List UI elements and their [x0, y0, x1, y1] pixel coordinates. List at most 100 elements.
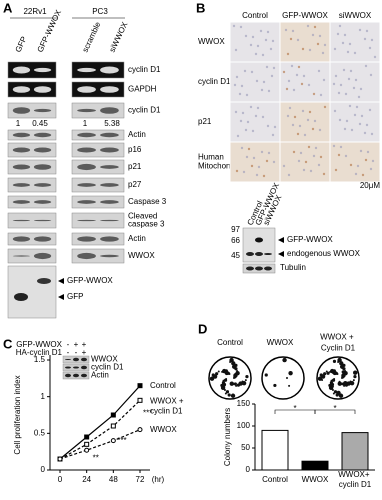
cell: [256, 106, 260, 110]
cell: [239, 25, 243, 29]
x-axis-label: (hr): [152, 475, 165, 484]
cell: [297, 65, 301, 69]
cell: [244, 128, 248, 132]
blot: [7, 177, 57, 193]
y-tick-label: 1: [41, 392, 46, 401]
y-tick-label: 0: [246, 465, 251, 474]
band: [65, 373, 71, 378]
cell: [342, 68, 346, 72]
y-axis-label: Colony numbers: [223, 408, 232, 466]
cell: [270, 74, 274, 78]
cell: [314, 146, 318, 150]
band: [100, 236, 119, 242]
band: [100, 254, 119, 258]
bar: [261, 429, 289, 471]
colony: [349, 380, 352, 383]
band: [12, 255, 31, 257]
inset-sign: +: [74, 340, 79, 349]
cell: [358, 28, 362, 32]
cell: [234, 110, 238, 114]
arrow: [278, 251, 284, 257]
cell: [239, 119, 243, 123]
y-axis-label: Cell proliferation index: [13, 375, 22, 454]
colony: [353, 370, 358, 375]
cell: [338, 118, 342, 122]
cell: [319, 93, 323, 97]
cell: [349, 163, 353, 167]
band: [81, 365, 87, 370]
cell: [353, 113, 357, 117]
point: [84, 447, 90, 453]
cell: [363, 37, 367, 41]
blot: [7, 195, 57, 209]
band: [37, 278, 51, 284]
dish: [261, 356, 305, 400]
band: [12, 183, 31, 187]
cell: [319, 155, 323, 159]
colony: [221, 370, 224, 373]
cell: [233, 83, 237, 87]
band: [73, 373, 79, 378]
cell: [240, 84, 244, 88]
colony: [332, 392, 335, 395]
point: [57, 456, 63, 462]
x-tick-label: 72: [136, 475, 145, 484]
band: [77, 147, 96, 153]
colony: [331, 378, 336, 382]
cell: [282, 70, 286, 74]
cell: [293, 115, 297, 119]
blot: [71, 177, 125, 193]
cell: [306, 118, 310, 122]
cell: [345, 119, 349, 123]
band: [12, 219, 31, 222]
cell: [286, 114, 290, 118]
row-label: cyclin D1: [198, 77, 231, 86]
colony: [331, 388, 334, 391]
y-tick-label: 0.5: [34, 428, 46, 437]
band: [77, 163, 96, 171]
cell: [256, 44, 260, 48]
cell: [301, 109, 305, 113]
colony: [323, 372, 327, 376]
series-label: WWOX: [150, 425, 177, 434]
lane-label: scramble: [81, 20, 103, 54]
inset-blot-label: cyclin D1: [91, 363, 124, 372]
cell: [332, 82, 336, 86]
cell: [250, 70, 254, 74]
cell: [359, 87, 363, 91]
cell: [316, 42, 320, 46]
colony: [225, 390, 230, 394]
colony: [341, 370, 345, 374]
cell: [318, 34, 322, 38]
colony: [209, 376, 215, 381]
significance: *: [293, 404, 296, 413]
colony: [343, 381, 348, 386]
cell: [334, 168, 338, 172]
band: [12, 236, 31, 242]
blot: [7, 232, 57, 246]
cell: [287, 173, 291, 177]
colony: [264, 373, 268, 377]
band: [33, 200, 52, 204]
cell: [265, 159, 269, 163]
cell: [311, 33, 315, 37]
row-label: p21: [198, 117, 212, 126]
point: [137, 427, 143, 433]
band: [77, 252, 96, 260]
group-label: WWOX: [267, 338, 294, 347]
y-tick-label: 100: [237, 421, 251, 430]
blot: [71, 232, 125, 246]
point: [110, 438, 116, 444]
band: [33, 252, 52, 260]
blot: [71, 81, 125, 98]
band: [73, 366, 79, 369]
cell: [271, 39, 275, 43]
band: [14, 293, 28, 301]
band: [81, 357, 87, 362]
micrograph: [229, 61, 281, 103]
cell: [246, 120, 250, 124]
cell: [309, 169, 313, 173]
band: [33, 183, 52, 187]
band: [255, 237, 263, 243]
band: [100, 200, 119, 204]
